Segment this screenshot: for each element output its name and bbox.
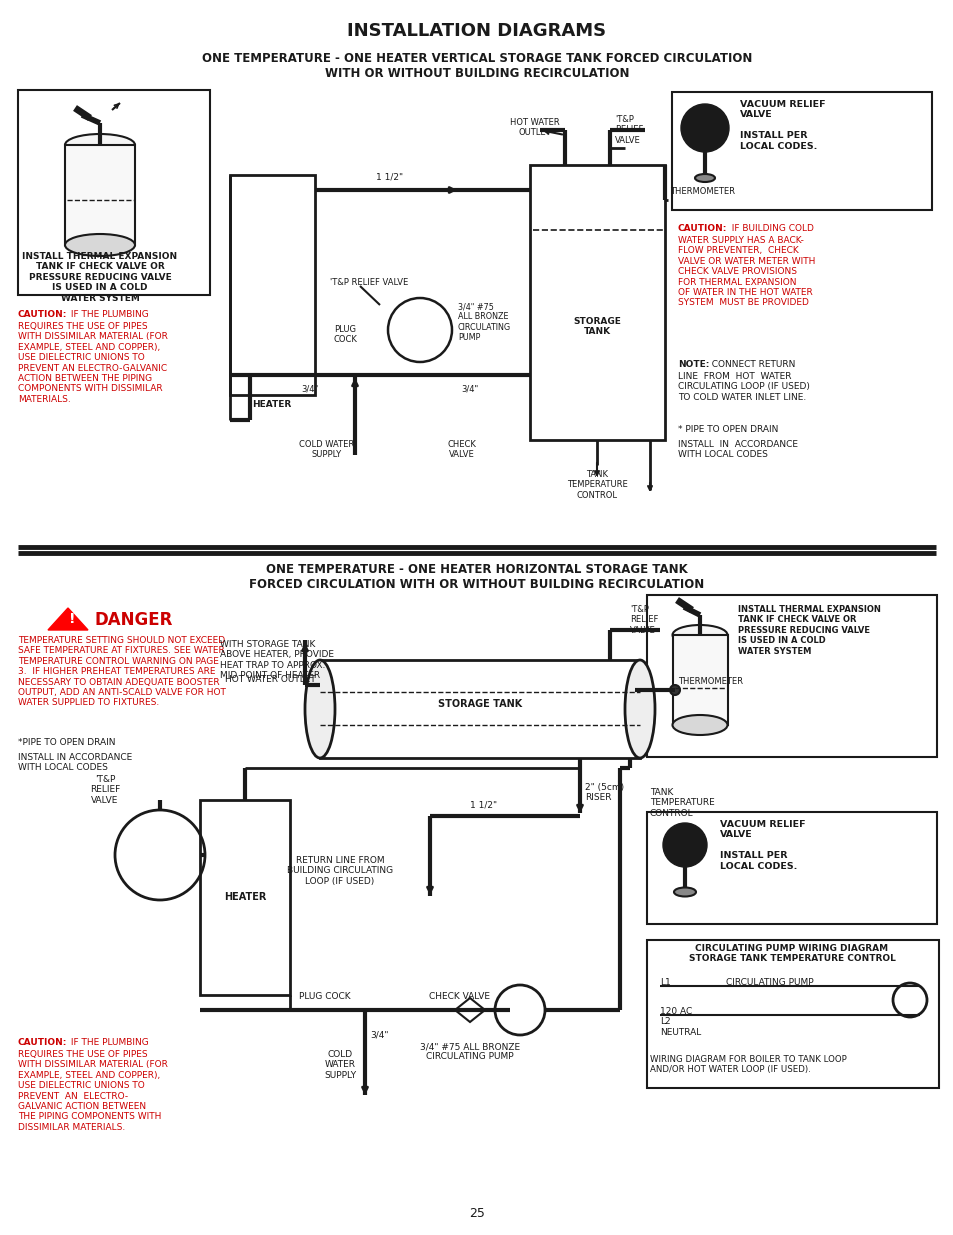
Text: TEMPERATURE SETTING SHOULD NOT EXCEED
SAFE TEMPERATURE AT FIXTURES. SEE WATER
TE: TEMPERATURE SETTING SHOULD NOT EXCEED SA… [18,636,226,708]
Text: 'T&P
RELIEF
VALVE: 'T&P RELIEF VALVE [629,605,658,635]
Polygon shape [455,998,484,1023]
Text: CIRCULATING PUMP WIRING DIAGRAM
STORAGE TANK TEMPERATURE CONTROL: CIRCULATING PUMP WIRING DIAGRAM STORAGE … [688,944,895,963]
Text: 3/4" #75
ALL BRONZE
CIRCULATING
PUMP: 3/4" #75 ALL BRONZE CIRCULATING PUMP [457,303,511,342]
Text: WITH OR WITHOUT BUILDING RECIRCULATION: WITH OR WITHOUT BUILDING RECIRCULATION [324,67,629,80]
Text: 3/4": 3/4" [301,385,318,394]
Text: STORAGE TANK: STORAGE TANK [437,699,521,709]
Text: 25: 25 [469,1207,484,1220]
Text: VACUUM RELIEF
VALVE

INSTALL PER
LOCAL CODES.: VACUUM RELIEF VALVE INSTALL PER LOCAL CO… [740,100,824,151]
Text: INSTALL THERMAL EXPANSION
TANK IF CHECK VALVE OR
PRESSURE REDUCING VALVE
IS USED: INSTALL THERMAL EXPANSION TANK IF CHECK … [23,252,177,303]
Ellipse shape [65,233,135,256]
Text: !: ! [69,613,75,626]
Text: WIRING DIAGRAM FOR BOILER TO TANK LOOP
AND/OR HOT WATER LOOP (IF USED).: WIRING DIAGRAM FOR BOILER TO TANK LOOP A… [649,1055,846,1074]
Text: DANGER: DANGER [95,611,173,629]
Circle shape [662,823,706,867]
Text: WITH STORAGE TANK
ABOVE HEATER, PROVIDE
HEAT TRAP TO APPROX.
MID POINT OF HEATER: WITH STORAGE TANK ABOVE HEATER, PROVIDE … [220,640,334,680]
Text: IF THE PLUMBING: IF THE PLUMBING [68,1037,149,1047]
Text: CAUTION:: CAUTION: [18,310,68,319]
Text: NOTE:: NOTE: [678,359,709,369]
Text: INSTALLATION DIAGRAMS: INSTALLATION DIAGRAMS [347,22,606,40]
Text: RETURN LINE FROM
BUILDING CIRCULATING
LOOP (IF USED): RETURN LINE FROM BUILDING CIRCULATING LO… [287,856,393,885]
Text: PLUG
COCK: PLUG COCK [333,325,356,345]
Text: IF BUILDING COLD: IF BUILDING COLD [725,224,813,233]
Text: 2" (5cm)
RISER: 2" (5cm) RISER [584,783,623,803]
Text: PLUG COCK: PLUG COCK [299,992,351,1002]
Text: IF THE PLUMBING: IF THE PLUMBING [68,310,149,319]
Circle shape [680,104,728,152]
Text: HEATER: HEATER [224,892,266,902]
Ellipse shape [695,174,714,182]
Text: ONE TEMPERATURE - ONE HEATER HORIZONTAL STORAGE TANK: ONE TEMPERATURE - ONE HEATER HORIZONTAL … [266,563,687,576]
Text: ONE TEMPERATURE - ONE HEATER VERTICAL STORAGE TANK FORCED CIRCULATION: ONE TEMPERATURE - ONE HEATER VERTICAL ST… [202,52,751,65]
Text: LINE  FROM  HOT  WATER
CIRCULATING LOOP (IF USED)
TO COLD WATER INLET LINE.: LINE FROM HOT WATER CIRCULATING LOOP (IF… [678,372,809,401]
Ellipse shape [673,888,696,897]
Text: WATER SUPPLY HAS A BACK-
FLOW PREVENTER,  CHECK
VALVE OR WATER METER WITH
CHECK : WATER SUPPLY HAS A BACK- FLOW PREVENTER,… [678,236,815,308]
Text: 3/4": 3/4" [461,385,478,394]
Bar [65,144,135,245]
Text: THERMOMETER: THERMOMETER [678,678,742,687]
Ellipse shape [624,659,655,758]
Bar [672,635,727,725]
Text: COLD WATER
SUPPLY: COLD WATER SUPPLY [299,440,355,459]
Text: *PIPE TO OPEN DRAIN: *PIPE TO OPEN DRAIN [18,739,115,747]
Text: THERMOMETER: THERMOMETER [669,188,734,196]
Polygon shape [48,608,88,630]
Text: 3/4": 3/4" [370,1030,388,1039]
Text: 1 1/2": 1 1/2" [470,802,497,810]
Text: CAUTION:: CAUTION: [18,1037,68,1047]
Text: CHECK
VALVE: CHECK VALVE [447,440,476,459]
Bar [319,659,639,758]
Text: TANK
TEMPERATURE
CONTROL: TANK TEMPERATURE CONTROL [566,471,627,500]
Bar [230,175,314,395]
Text: 'T&P RELIEF VALVE: 'T&P RELIEF VALVE [330,278,408,287]
Text: HOT WATER
OUTLET: HOT WATER OUTLET [510,119,559,137]
Text: 'T&P
RELIEF
VALVE: 'T&P RELIEF VALVE [90,776,120,805]
Text: INSTALL  IN  ACCORDANCE
WITH LOCAL CODES: INSTALL IN ACCORDANCE WITH LOCAL CODES [678,440,797,459]
Text: INSTALL THERMAL EXPANSION
TANK IF CHECK VALVE OR
PRESSURE REDUCING VALVE
IS USED: INSTALL THERMAL EXPANSION TANK IF CHECK … [738,605,880,656]
Text: 'T&P
RELIEF
VALVE: 'T&P RELIEF VALVE [615,115,642,144]
Text: L2: L2 [659,1016,670,1026]
Bar [646,940,938,1088]
Text: REQUIRES THE USE OF PIPES
WITH DISSIMILAR MATERIAL (FOR
EXAMPLE, STEEL AND COPPE: REQUIRES THE USE OF PIPES WITH DISSIMILA… [18,1050,168,1131]
Bar [671,91,931,210]
Text: FORCED CIRCULATION WITH OR WITHOUT BUILDING RECIRCULATION: FORCED CIRCULATION WITH OR WITHOUT BUILD… [249,578,704,592]
Text: COLD
WATER
SUPPLY: COLD WATER SUPPLY [324,1050,355,1079]
Text: CHECK VALVE: CHECK VALVE [429,992,490,1002]
Text: * PIPE TO OPEN DRAIN: * PIPE TO OPEN DRAIN [678,425,778,433]
Text: VACUUM RELIEF
VALVE

INSTALL PER
LOCAL CODES.: VACUUM RELIEF VALVE INSTALL PER LOCAL CO… [720,820,804,871]
Text: HEATER: HEATER [253,400,292,409]
Bar [646,811,936,924]
Ellipse shape [65,135,135,156]
Text: CAUTION:: CAUTION: [678,224,726,233]
Text: CIRCULATING PUMP: CIRCULATING PUMP [725,978,813,987]
Bar [530,165,664,440]
Text: 3/4" #75 ALL BRONZE
CIRCULATING PUMP: 3/4" #75 ALL BRONZE CIRCULATING PUMP [419,1042,519,1061]
Text: REQUIRES THE USE OF PIPES
WITH DISSIMILAR MATERIAL (FOR
EXAMPLE, STEEL AND COPPE: REQUIRES THE USE OF PIPES WITH DISSIMILA… [18,322,168,404]
Ellipse shape [672,625,727,645]
Text: TANK
TEMPERATURE
CONTROL: TANK TEMPERATURE CONTROL [649,788,714,818]
Circle shape [669,685,679,695]
Text: NEUTRAL: NEUTRAL [659,1028,700,1037]
Text: 120 AC: 120 AC [659,1007,692,1016]
Text: INSTALL IN ACCORDANCE
WITH LOCAL CODES: INSTALL IN ACCORDANCE WITH LOCAL CODES [18,753,132,772]
Bar [646,595,936,757]
Text: CONNECT RETURN: CONNECT RETURN [705,359,795,369]
Text: 1 1/2": 1 1/2" [376,172,403,182]
Text: STORAGE
TANK: STORAGE TANK [573,317,620,336]
Ellipse shape [305,659,335,758]
Text: HOT WATER OUTLET: HOT WATER OUTLET [225,676,315,684]
Text: L1: L1 [659,978,670,987]
Bar [18,90,210,295]
Ellipse shape [672,715,727,735]
Bar [200,800,290,995]
